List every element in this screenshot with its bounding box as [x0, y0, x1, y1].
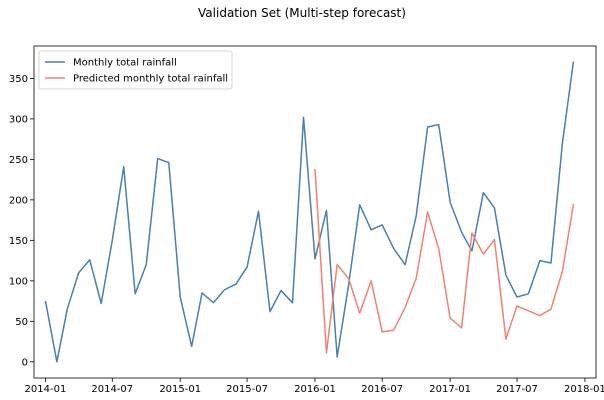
y-tick-label: 100	[9, 276, 28, 287]
x-tick-label: 2017-01	[429, 384, 471, 395]
y-tick-label: 150	[9, 236, 28, 247]
y-tick-label: 350	[9, 74, 28, 85]
series-line-actual-rainfall	[44, 61, 575, 363]
x-tick-label: 2015-01	[159, 384, 201, 395]
x-tick-label: 2016-01	[294, 384, 336, 395]
chart-title: Validation Set (Multi-step forecast)	[198, 6, 406, 20]
plot-frame	[33, 45, 597, 379]
y-tick-label: 200	[9, 195, 28, 206]
y-tick-label: 0	[22, 357, 28, 368]
y-tick-label: 50	[15, 317, 28, 328]
x-tick-label: 2014-07	[91, 384, 133, 395]
y-tick-label: 300	[9, 114, 28, 125]
legend: Monthly total rainfall Predicted monthly …	[38, 50, 233, 90]
x-tick-label: 2015-07	[226, 384, 268, 395]
x-tick-label: 2016-07	[361, 384, 403, 395]
x-tick-label: 2018-01	[564, 384, 604, 395]
series-line-predicted-rainfall	[314, 169, 575, 354]
x-tick-label: 2014-01	[25, 384, 67, 395]
legend-label: Predicted monthly total rainfall	[73, 74, 228, 85]
x-tick-label: 2017-07	[496, 384, 538, 395]
legend-label: Monthly total rainfall	[73, 58, 177, 69]
plot-area: 0 50 100 150 200 250 300 350 2014-01 2014-07 2015-…	[9, 45, 604, 395]
y-tick-label: 250	[9, 155, 28, 166]
legend-box	[38, 50, 233, 90]
